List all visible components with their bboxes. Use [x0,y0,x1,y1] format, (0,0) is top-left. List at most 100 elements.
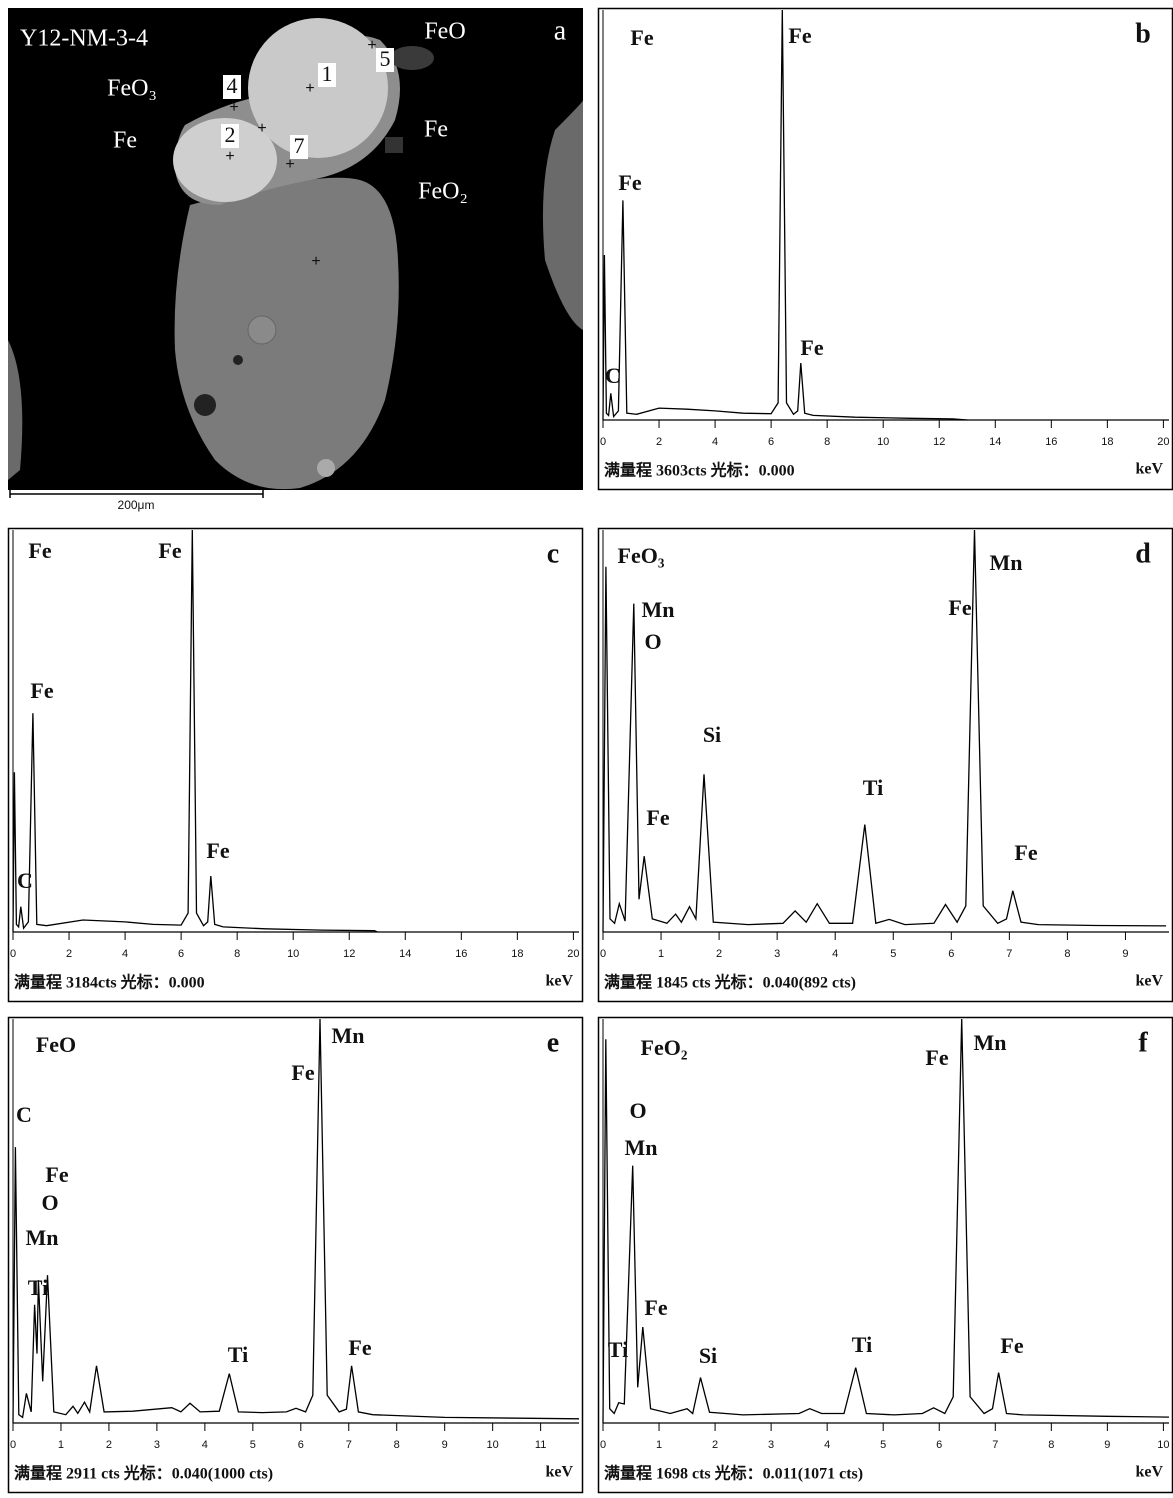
peak-label: Ti [852,1332,872,1357]
panel-letter: d [1135,538,1151,569]
peak-label: Fe [291,1060,314,1085]
spectrum-line [602,1018,1170,1424]
x-tick-label: 1 [58,1439,64,1451]
x-tick-label: 10 [487,1439,499,1451]
svg-text:+: + [257,120,266,137]
peak-label: FeO [36,1032,76,1057]
x-tick-label: 14 [989,436,1001,448]
point-label: 7 [294,133,305,158]
x-tick-label: 6 [936,1439,942,1451]
svg-text:+: + [367,37,376,54]
x-tick-label: 12 [343,948,355,960]
x-tick-label: 4 [824,1439,830,1451]
x-tick-label: 3 [774,948,780,960]
phase-label: Fe [424,117,448,143]
peak-label: Fe [948,595,971,620]
x-tick-label: 3 [768,1439,774,1451]
peak-label: C [16,1102,32,1127]
peak-label: Fe [630,25,653,50]
peak-label: Fe [45,1162,68,1187]
x-axis-label: keV [1135,1464,1163,1481]
scale-bar-label: 200μm [118,498,155,512]
peak-label: Mn [974,1030,1007,1055]
x-tick-label: 1 [656,1439,662,1451]
x-tick-label: 9 [1104,1439,1110,1451]
panel-frame [7,527,584,1003]
x-tick-label: 6 [768,436,774,448]
panel-letter: f [1138,1027,1148,1058]
x-tick-label: 8 [1048,1439,1054,1451]
peak-label: Ti [608,1337,628,1362]
x-tick-label: 16 [1045,436,1057,448]
peak-label: Si [703,722,721,747]
peak-label: Fe [1000,1333,1023,1358]
peak-label: Fe [1014,840,1037,865]
peak-label: Fe [158,538,181,563]
peak-label: Mn [26,1225,59,1250]
peak-label: Fe [206,838,229,863]
x-tick-label: 16 [455,948,467,960]
x-tick-label: 4 [832,948,838,960]
x-axis-label: keV [1135,461,1163,478]
peak-label: Fe [646,805,669,830]
svg-text:+: + [229,99,238,116]
peak-label: O [644,629,661,654]
point-label: 2 [225,122,236,147]
spectrum-line [12,529,378,933]
x-tick-label: 11 [535,1439,546,1451]
x-tick-label: 0 [600,1439,606,1451]
x-tick-label: 2 [716,948,722,960]
x-axis-label: keV [1135,973,1163,990]
x-tick-label: 10 [287,948,299,960]
x-tick-label: 5 [880,1439,886,1451]
point-markers: + + + + + + + [225,37,376,270]
point-label: 1 [322,61,333,86]
peak-label: Fe [925,1045,948,1070]
x-tick-label: 5 [250,1439,256,1451]
peak-label: FeO₂ [641,1035,688,1060]
peak-label: Mn [642,597,675,622]
x-tick-label: 3 [154,1439,160,1451]
x-tick-label: 8 [234,948,240,960]
x-tick-label: 12 [933,436,945,448]
x-tick-label: 10 [1157,1439,1169,1451]
spectrum-line [602,9,968,421]
svg-text:+: + [311,253,320,270]
point-label: 4 [227,73,238,98]
panel-frame [597,527,1173,1003]
panel-letter: c [547,538,559,569]
x-tick-label: 0 [10,948,16,960]
x-tick-label: 5 [890,948,896,960]
x-tick-label: 18 [1101,436,1113,448]
x-tick-label: 0 [600,948,606,960]
x-tick-label: 6 [178,948,184,960]
panel-frame [7,1016,584,1494]
x-tick-label: 10 [877,436,889,448]
x-tick-label: 2 [712,1439,718,1451]
peak-label: Fe [644,1295,667,1320]
x-tick-label: 20 [567,948,579,960]
peak-label: Fe [348,1335,371,1360]
panel-letter: a [554,15,567,46]
peak-label: Mn [625,1135,658,1160]
footer: 满量程 3184cts 光标：0.000 [14,973,205,992]
x-tick-label: 18 [511,948,523,960]
peak-label: Si [699,1343,717,1368]
peak-label: Fe [618,170,641,195]
x-tick-label: 8 [1064,948,1070,960]
peak-label: FeO₃ [618,543,665,568]
x-axis-label: keV [545,973,573,990]
svg-text:+: + [225,148,234,165]
footer: 满量程 1698 cts 光标：0.011(1071 cts) [604,1464,863,1483]
x-tick-label: 2 [106,1439,112,1451]
x-tick-label: 7 [1006,948,1012,960]
phase-label: FeO₂ [418,179,468,205]
x-tick-label: 8 [394,1439,400,1451]
x-tick-label: 0 [600,436,606,448]
peak-label: O [41,1190,58,1215]
phase-label: FeO₃ [107,76,157,102]
x-tick-label: 4 [712,436,718,448]
peak-label: Fe [788,23,811,48]
x-tick-label: 14 [399,948,411,960]
